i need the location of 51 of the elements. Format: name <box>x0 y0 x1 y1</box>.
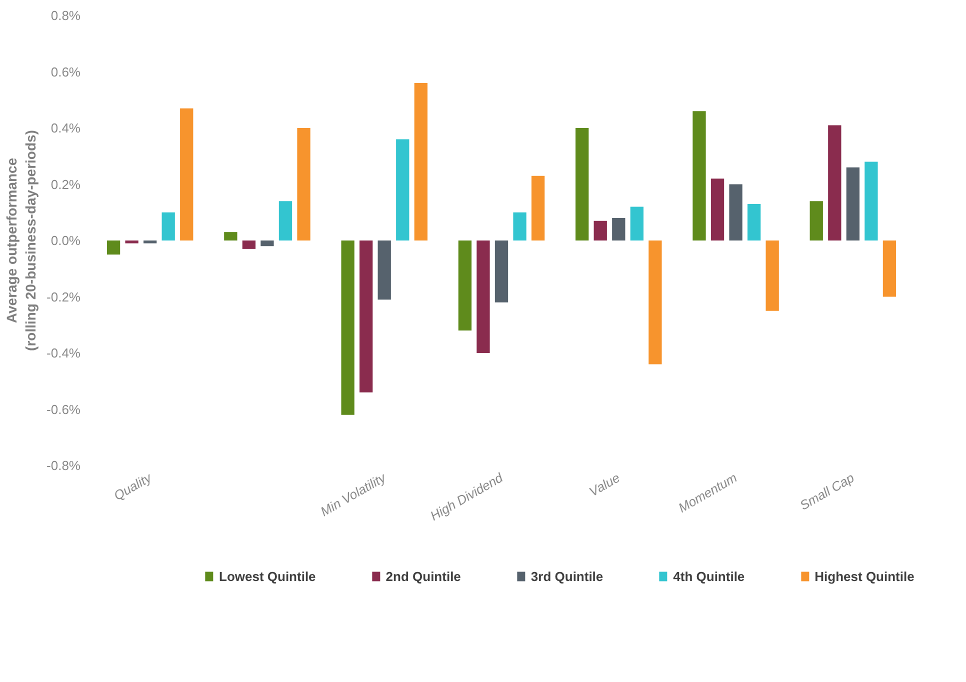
y-tick-label: 0.4% <box>50 120 81 136</box>
y-tick-label: 0.0% <box>50 233 81 248</box>
bar <box>810 201 823 240</box>
bar <box>612 218 626 240</box>
legend-label: Highest Quintile <box>814 568 914 584</box>
bar <box>476 240 490 353</box>
bar <box>378 240 391 300</box>
bar <box>360 240 373 392</box>
bar <box>494 240 508 302</box>
bar <box>162 212 175 240</box>
legend-label: 4th Quintile <box>673 568 745 584</box>
bar <box>846 167 860 240</box>
bar <box>630 206 644 240</box>
bar <box>414 83 428 240</box>
y-tick-label: 0.8% <box>50 8 81 23</box>
y-axis-title: Average outperformance (rolling 20-business-day-periods) <box>3 130 39 351</box>
bar <box>864 162 878 240</box>
legend-label: 2nd Quintile <box>386 568 461 584</box>
bar <box>180 108 194 240</box>
bar <box>594 220 607 240</box>
bar <box>125 240 138 244</box>
y-tick-label: 0.6% <box>50 64 81 80</box>
bar <box>882 240 896 297</box>
legend-label: Lowest Quintile <box>219 568 316 584</box>
bar <box>576 128 589 240</box>
bar <box>106 240 120 255</box>
bar <box>297 128 310 240</box>
bar <box>766 240 779 311</box>
y-tick-label: -0.6% <box>46 402 81 417</box>
bar <box>242 240 256 249</box>
y-tick-label: -0.8% <box>46 458 81 473</box>
bar <box>396 139 410 240</box>
legend-label: 3rd Quintile <box>530 568 604 584</box>
bar <box>224 232 238 240</box>
bar <box>260 240 274 246</box>
bar <box>692 111 706 240</box>
bar <box>458 240 472 330</box>
bar <box>828 125 842 240</box>
bar <box>747 204 761 240</box>
bar <box>648 240 662 364</box>
y-tick-label: -0.4% <box>46 346 81 360</box>
y-tick-label: -0.2% <box>46 289 81 304</box>
bar <box>278 201 292 240</box>
x-tick-label: Value <box>586 470 622 500</box>
bar <box>341 240 354 415</box>
bar <box>513 212 526 240</box>
bar <box>710 178 724 240</box>
bar <box>531 176 545 240</box>
bar <box>143 240 157 244</box>
y-tick-label: 0.2% <box>50 176 81 192</box>
bar <box>729 184 742 240</box>
